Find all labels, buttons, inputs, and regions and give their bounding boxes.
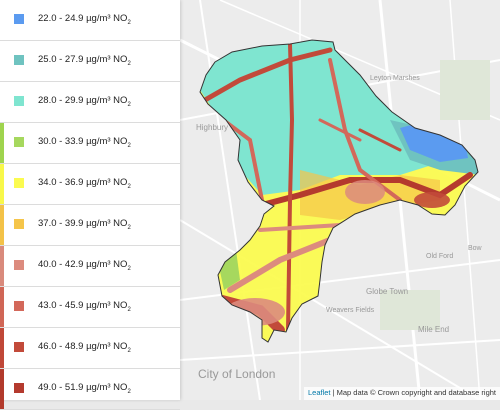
legend-swatch (14, 301, 24, 311)
legend-unit: µg/m³ NO (86, 341, 128, 352)
legend-label: 40.0 - 42.9 µg/m³ NO2 (38, 259, 131, 272)
place-label-mile-end: Mile End (418, 325, 449, 334)
legend-label: 34.0 - 36.9 µg/m³ NO2 (38, 177, 131, 190)
legend-item[interactable]: 46.0 - 48.9 µg/m³ NO2 (0, 328, 180, 369)
legend-range: 49.0 - 51.9 (38, 382, 84, 393)
legend-range: 43.0 - 45.9 (38, 300, 84, 311)
legend-unit: µg/m³ NO (86, 218, 128, 229)
place-label-city-of-london: City of London (198, 367, 275, 381)
legend-unit-subscript: 2 (127, 60, 131, 67)
legend-swatch (14, 260, 24, 270)
legend-unit-subscript: 2 (127, 101, 131, 108)
map-parks (380, 60, 490, 330)
legend-item[interactable]: 43.0 - 45.9 µg/m³ NO2 (0, 287, 180, 328)
place-label-bow: Bow (468, 245, 483, 252)
no2-hotspot-center (345, 180, 385, 204)
legend-swatch (14, 219, 24, 229)
legend-unit: µg/m³ NO (86, 54, 128, 65)
legend-range: 25.0 - 27.9 (38, 54, 84, 65)
legend-range: 40.0 - 42.9 (38, 259, 84, 270)
legend-label: 25.0 - 27.9 µg/m³ NO2 (38, 54, 131, 67)
legend-unit: µg/m³ NO (86, 300, 128, 311)
legend-color-bar (0, 123, 4, 163)
place-label-leyton-marshes: Leyton Marshes (370, 75, 420, 82)
attribution-text: | Map data © Crown copyright and databas… (330, 388, 496, 397)
legend-label: 30.0 - 33.9 µg/m³ NO2 (38, 136, 131, 149)
legend-color-bar (0, 369, 4, 409)
map-attribution: Leaflet | Map data © Crown copyright and… (303, 387, 500, 400)
legend-color-bar (0, 164, 4, 204)
legend-color-bar (0, 0, 4, 40)
legend-item[interactable]: 40.0 - 42.9 µg/m³ NO2 (0, 246, 180, 287)
legend-label: 37.0 - 39.9 µg/m³ NO2 (38, 218, 131, 231)
legend-swatch (14, 178, 24, 188)
legend-unit-subscript: 2 (127, 224, 131, 231)
legend-unit: µg/m³ NO (86, 382, 128, 393)
no2-hotspot-east (414, 192, 450, 208)
legend-range: 34.0 - 36.9 (38, 177, 84, 188)
legend-unit-subscript: 2 (127, 142, 131, 149)
legend-swatch (14, 383, 24, 393)
legend-label: 46.0 - 48.9 µg/m³ NO2 (38, 341, 131, 354)
legend-swatch (14, 342, 24, 352)
legend-range: 46.0 - 48.9 (38, 341, 84, 352)
no2-band-22-24 (400, 120, 468, 162)
legend-unit-subscript: 2 (127, 183, 131, 190)
legend-label: 49.0 - 51.9 µg/m³ NO2 (38, 382, 131, 395)
place-label-highbury: Highbury (196, 123, 228, 132)
legend-unit-subscript: 2 (127, 306, 131, 313)
legend-color-bar (0, 82, 4, 122)
legend-item[interactable]: 49.0 - 51.9 µg/m³ NO2 (0, 369, 180, 410)
legend-swatch (14, 137, 24, 147)
legend-range: 37.0 - 39.9 (38, 218, 84, 229)
legend-unit-subscript: 2 (127, 347, 131, 354)
legend-unit-subscript: 2 (127, 19, 131, 26)
legend-label: 28.0 - 29.9 µg/m³ NO2 (38, 95, 131, 108)
legend-color-bar (0, 246, 4, 286)
legend-range: 28.0 - 29.9 (38, 95, 84, 106)
legend-swatch (14, 55, 24, 65)
place-label-globe-town: Globe Town (366, 287, 408, 296)
borough-boundary (199, 39, 479, 343)
legend-unit: µg/m³ NO (86, 177, 128, 188)
place-label-weavers-fields: Weavers Fields (326, 307, 375, 314)
legend-item[interactable]: 22.0 - 24.9 µg/m³ NO2 (0, 0, 180, 41)
place-label-old-ford: Old Ford (426, 253, 453, 260)
legend-unit: µg/m³ NO (86, 259, 128, 270)
legend-color-bar (0, 287, 4, 327)
legend-label: 43.0 - 45.9 µg/m³ NO2 (38, 300, 131, 313)
legend-color-bar (0, 328, 4, 368)
legend-color-bar (0, 205, 4, 245)
legend-swatch (14, 14, 24, 24)
legend-item[interactable]: 34.0 - 36.9 µg/m³ NO2 (0, 164, 180, 205)
legend-item[interactable]: 28.0 - 29.9 µg/m³ NO2 (0, 82, 180, 123)
legend-item[interactable]: 37.0 - 39.9 µg/m³ NO2 (0, 205, 180, 246)
legend-panel: 22.0 - 24.9 µg/m³ NO2 25.0 - 27.9 µg/m³ N… (0, 0, 180, 410)
legend-label: 22.0 - 24.9 µg/m³ NO2 (38, 13, 131, 26)
legend-range: 30.0 - 33.9 (38, 136, 84, 147)
leaflet-link[interactable]: Leaflet (307, 388, 331, 397)
legend-color-bar (0, 41, 4, 81)
legend-unit: µg/m³ NO (86, 95, 128, 106)
legend-unit: µg/m³ NO (86, 136, 128, 147)
legend-unit-subscript: 2 (127, 265, 131, 272)
legend-range: 22.0 - 24.9 (38, 13, 84, 24)
legend-item[interactable]: 30.0 - 33.9 µg/m³ NO2 (0, 123, 180, 164)
legend-unit-subscript: 2 (127, 388, 131, 395)
legend-swatch (14, 96, 24, 106)
legend-unit: µg/m³ NO (86, 13, 128, 24)
legend-item[interactable]: 25.0 - 27.9 µg/m³ NO2 (0, 41, 180, 82)
